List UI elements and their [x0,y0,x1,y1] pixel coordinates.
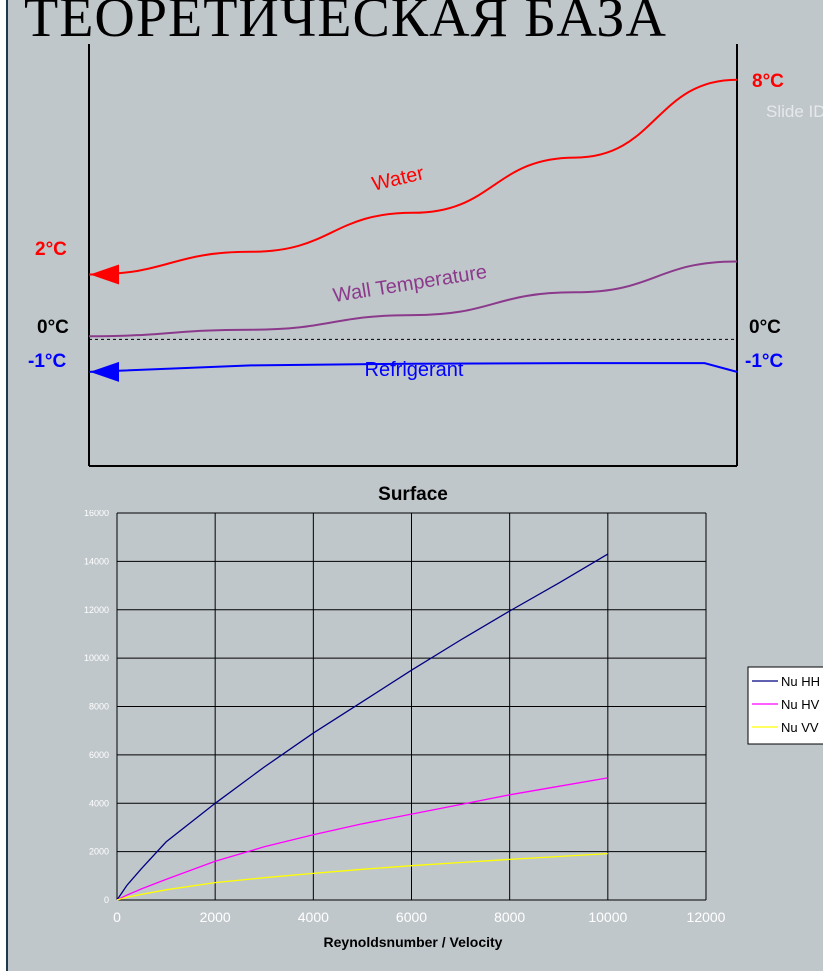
temperature-profile-chart: Water Wall Temperature Refrigerant 2°C 8… [8,0,823,510]
nu-y-tick-label: 16000 [84,510,109,518]
nu-x-tick-label: 4000 [298,909,329,925]
refrigerant-arrow-icon [90,362,119,382]
nu-y-tick-label: 10000 [84,653,109,663]
nu-grid [117,513,706,900]
wall-temperature-series-label: Wall Temperature [331,261,488,307]
nu-tick-labels: 0 2000 4000 6000 8000 10000 12000 14000 16000 0 20… [84,510,726,925]
nu-x-tick-label: 0 [113,909,121,925]
nu-series-line-0 [117,554,608,900]
nu-x-tick-label: 2000 [200,909,231,925]
slide: ТЕОРЕТИЧЕСКАЯ БАЗА Slide ID Water Wall T… [6,0,823,971]
nu-y-tick-label: 0 [104,895,109,905]
refrigerant-series-label: Refrigerant [365,359,464,381]
nu-legend-label: Nu HH [781,674,820,689]
nu-x-tick-label: 6000 [396,909,427,925]
nu-series-lines [117,554,608,900]
nu-y-tick-label: 14000 [84,556,109,566]
water-series-label: Water [370,162,427,195]
nu-legend-label: Nu HV [781,697,820,712]
nu-legend: Nu HH Nu HV Nu VV [748,667,823,744]
nu-x-tick-label: 10000 [588,909,627,925]
zero-left-temp-label: 0°C [37,317,69,338]
zero-right-temp-label: 0°C [749,317,781,338]
refrigerant-right-temp-label: -1°C [745,351,783,372]
water-arrow-icon [90,264,119,284]
nu-y-tick-label: 6000 [89,750,109,760]
nu-y-tick-label: 4000 [89,798,109,808]
nu-y-tick-label: 8000 [89,702,109,712]
nu-series-line-1 [117,778,608,900]
refrigerant-left-temp-label: -1°C [28,351,66,372]
nu-x-axis-label: Reynoldsnumber / Velocity [324,934,503,950]
nu-legend-label: Nu VV [781,720,819,735]
nu-y-tick-label: 2000 [89,847,109,857]
surface-axis-label: Surface [378,484,448,505]
nusselt-chart: 0 2000 4000 6000 8000 10000 12000 14000 16000 0 20… [8,510,823,971]
nu-x-tick-label: 12000 [687,909,726,925]
water-right-temp-label: 8°C [752,71,784,92]
nu-series-line-2 [117,854,608,900]
water-left-temp-label: 2°C [35,239,67,260]
nu-x-tick-label: 8000 [494,909,525,925]
nu-y-tick-label: 12000 [84,605,109,615]
